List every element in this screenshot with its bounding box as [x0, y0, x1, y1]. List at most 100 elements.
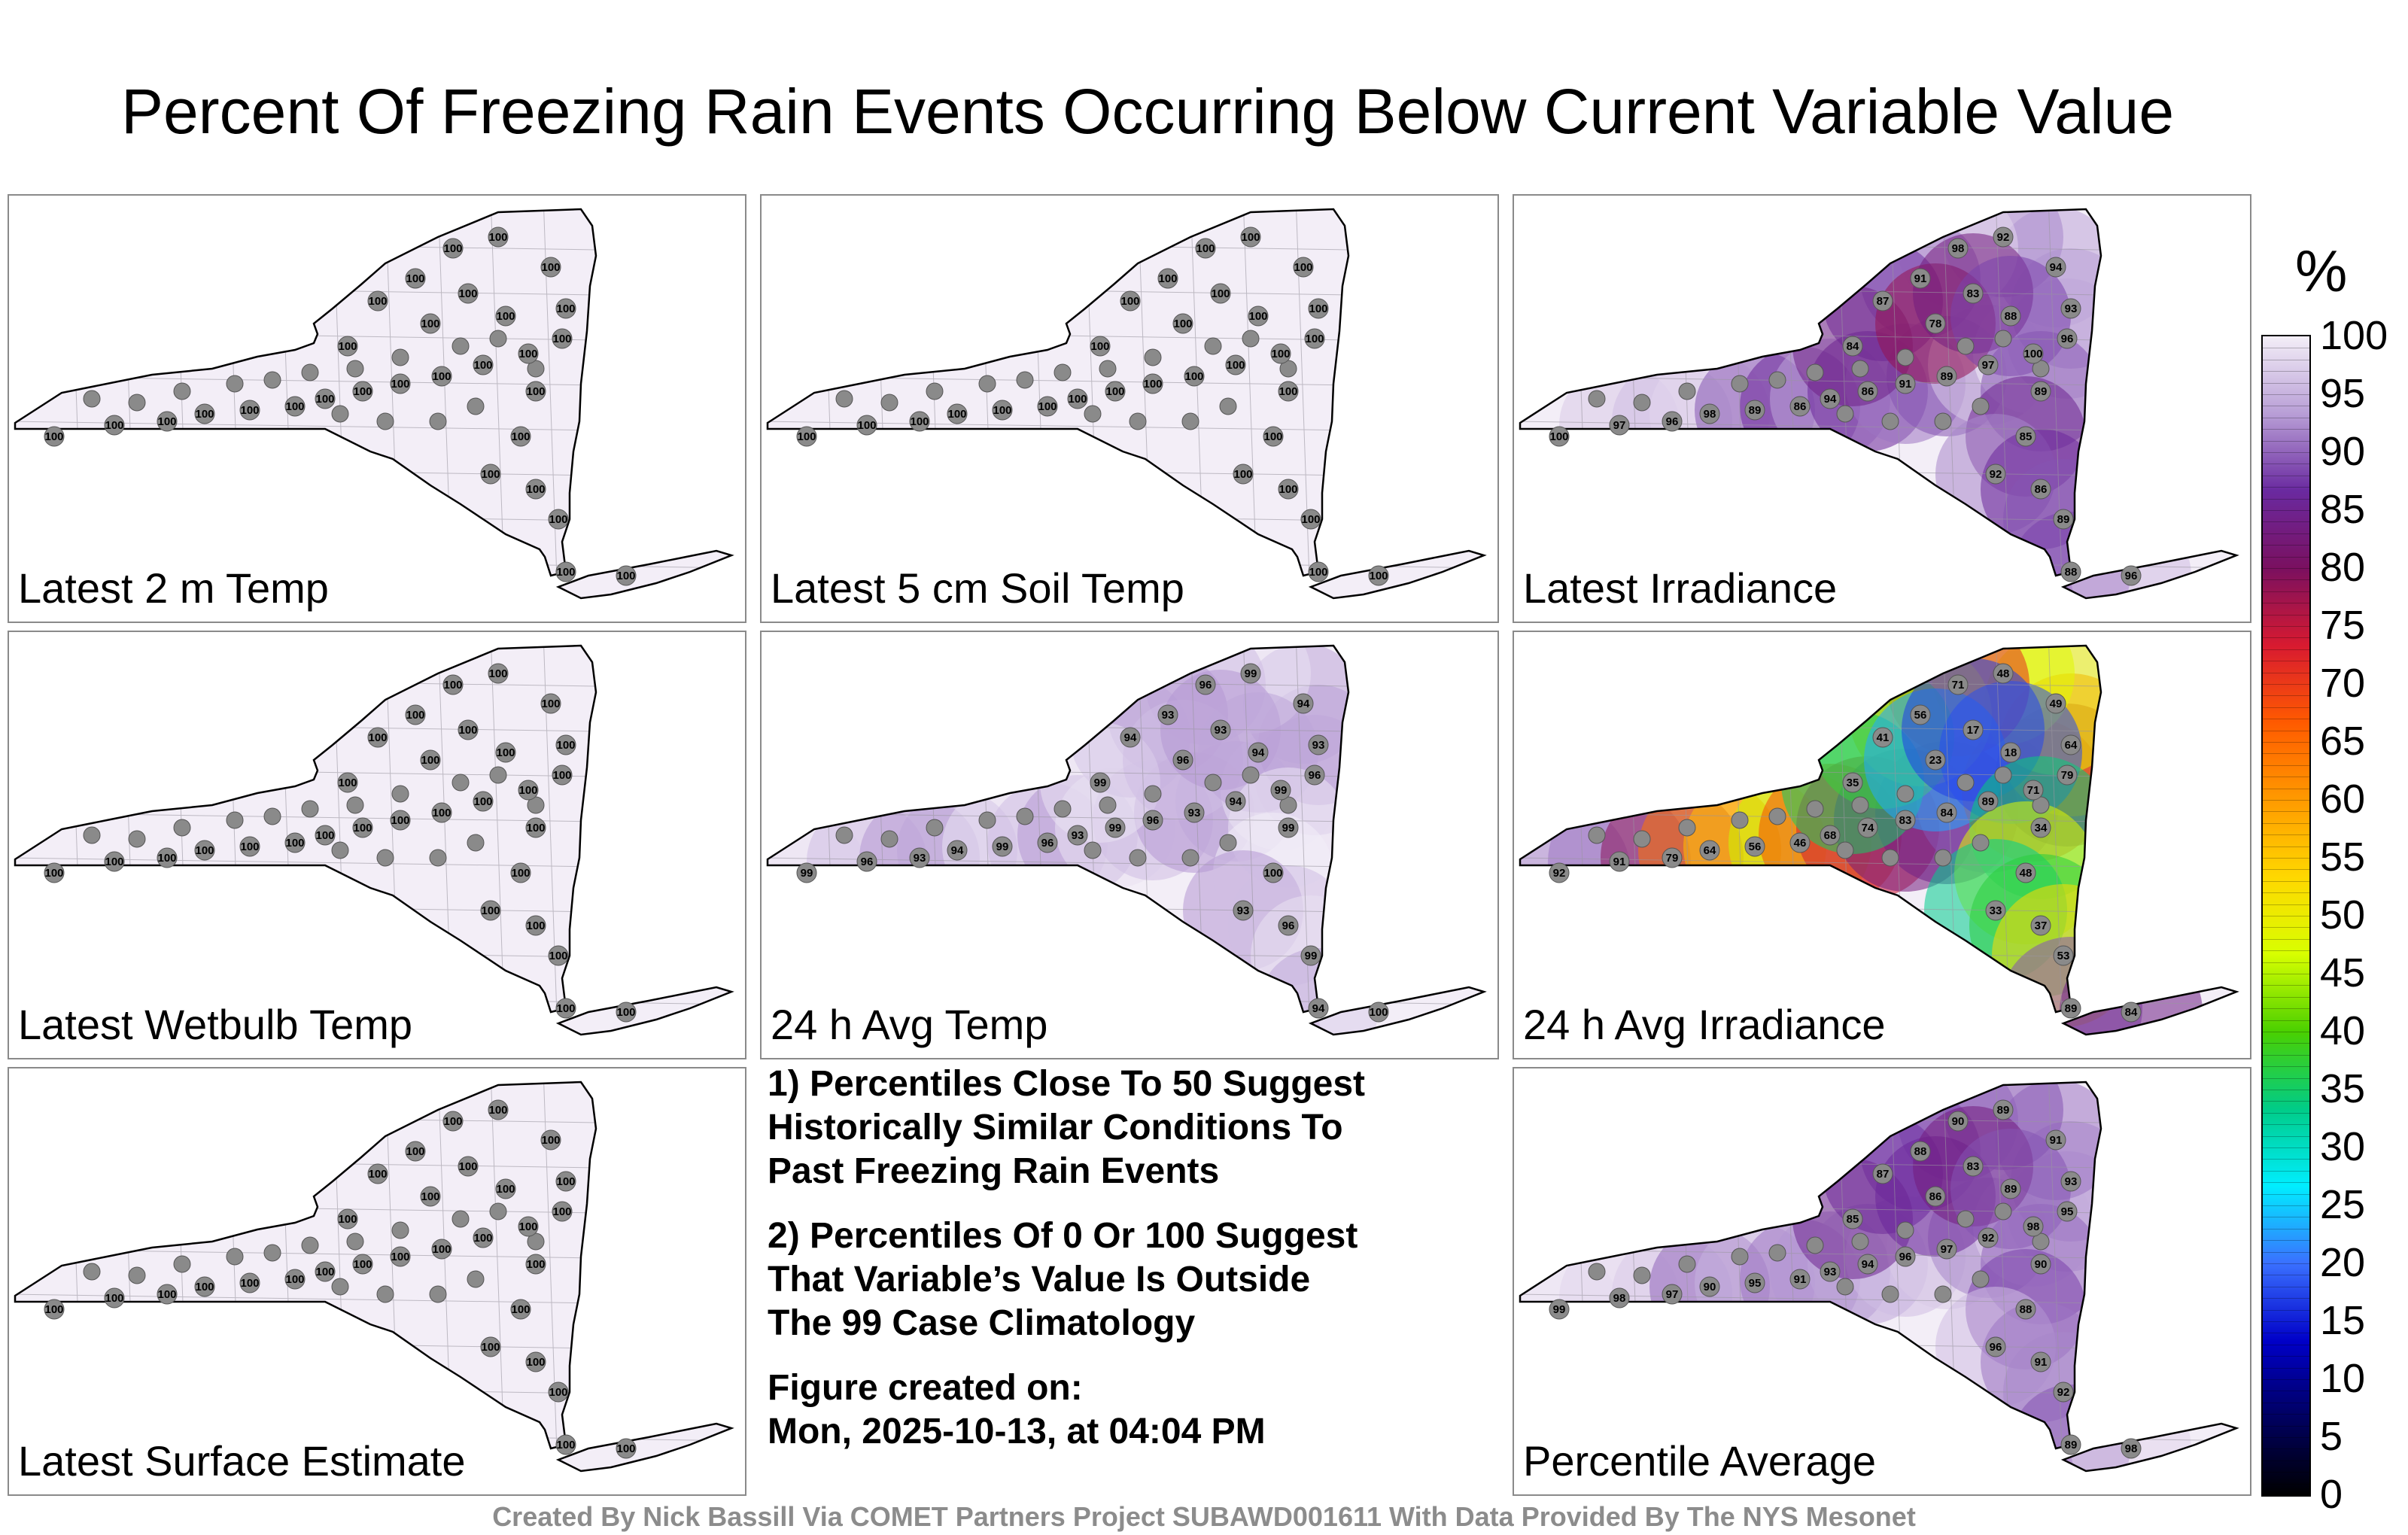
station-marker: 100	[104, 415, 125, 436]
station-value: 85	[1847, 1213, 1859, 1226]
colorbar-band-line	[2263, 1483, 2309, 1485]
station-value: 94	[1862, 1258, 1874, 1271]
station-value: 100	[406, 709, 424, 722]
colorbar-band-line	[2263, 1043, 2309, 1044]
station-marker: 100	[337, 336, 358, 357]
station-value: 100	[315, 829, 334, 842]
station-value: 56	[1914, 709, 1927, 722]
colorbar-band-line	[2263, 742, 2309, 743]
station-marker: 100	[510, 426, 531, 447]
station-value: 89	[2065, 1439, 2078, 1451]
station-value: 100	[552, 333, 571, 345]
station-value: 46	[1794, 837, 1807, 850]
station-marker: 79	[2057, 764, 2078, 786]
station-value: 100	[511, 867, 530, 880]
station-marker: 100	[157, 847, 178, 868]
station-marker	[1934, 412, 1952, 430]
station-value: 100	[285, 837, 304, 850]
station-marker: 100	[390, 810, 411, 831]
station-value: 93	[1215, 724, 1227, 737]
station-value: 96	[1041, 837, 1054, 850]
station-marker: 96	[1195, 674, 1216, 695]
station-value: 48	[1997, 667, 2010, 680]
station-value: 100	[44, 867, 63, 880]
county-line	[15, 1113, 731, 1126]
colorbar-title: %	[2295, 238, 2348, 304]
station-marker: 100	[44, 1299, 65, 1320]
station-value: 99	[996, 840, 1009, 853]
colorbar-band-line	[2263, 1193, 2309, 1195]
colorbar-tick-label: 100	[2320, 313, 2388, 358]
panel-label: Latest Irradiance	[1523, 564, 1838, 612]
station-value: 100	[421, 1190, 439, 1203]
colorbar-tick-label: 80	[2320, 545, 2366, 590]
station-marker: 100	[796, 426, 817, 447]
station-marker: 100	[488, 663, 509, 684]
colorbar-band-line	[2263, 695, 2309, 697]
station-value: 87	[1877, 295, 1890, 308]
county-line	[15, 947, 731, 960]
station-value: 99	[1109, 822, 1122, 834]
station-marker: 100	[1210, 283, 1231, 304]
station-marker: 37	[2030, 915, 2051, 936]
panel-label: Latest Wetbulb Temp	[18, 1001, 413, 1048]
station-marker: 100	[540, 1129, 561, 1150]
station-marker: 100	[194, 1276, 215, 1297]
station-marker	[226, 375, 244, 393]
station-marker: 64	[2060, 734, 2081, 755]
station-marker: 94	[1225, 791, 1246, 812]
station-marker	[346, 1233, 364, 1251]
station-marker: 99	[1105, 817, 1126, 838]
station-marker: 96	[1278, 915, 1299, 936]
station-marker: 100	[367, 727, 388, 748]
station-marker: 93	[1233, 900, 1254, 921]
station-marker: 100	[431, 802, 452, 823]
station-value: 100	[195, 844, 214, 857]
station-marker	[301, 800, 319, 818]
station-marker: 100	[518, 780, 539, 801]
station-value: 100	[458, 1160, 477, 1173]
station-marker	[1678, 1255, 1696, 1273]
station-value: 100	[1143, 378, 1162, 391]
station-marker	[331, 405, 349, 423]
colorbar-band-line	[2263, 1008, 2309, 1010]
station-value: 93	[1072, 829, 1084, 842]
station-value: 100	[526, 483, 545, 496]
station-marker: 99	[1300, 945, 1321, 966]
station-marker: 94	[947, 840, 968, 861]
station-marker: 100	[1090, 336, 1111, 357]
station-value: 100	[105, 1292, 123, 1305]
station-marker: 100	[525, 479, 546, 500]
station-value: 100	[1549, 430, 1568, 443]
county-line	[1520, 466, 2236, 479]
colorbar-band-line	[2263, 764, 2309, 766]
county-line	[15, 1384, 731, 1397]
panel-24h-avg-irradiance: 92 91 79 64 56 46 68 74 83 84 89 71 79 64 49 48 71 56 41 35…	[1513, 631, 2251, 1059]
station-value: 100	[195, 1281, 214, 1293]
colorbar-band-line	[2263, 684, 2309, 685]
station-marker	[429, 849, 447, 867]
long-island-fill	[1311, 551, 1484, 598]
station-marker: 100	[548, 945, 569, 966]
station-marker	[1768, 371, 1786, 389]
station-value: 23	[1929, 754, 1942, 767]
station-marker: 100	[616, 1438, 637, 1459]
station-marker	[1972, 397, 1990, 415]
station-value: 83	[1899, 814, 1912, 827]
station-marker: 93	[1308, 734, 1329, 755]
station-value: 100	[556, 302, 575, 315]
colorbar-band-line	[2263, 440, 2309, 442]
station-marker: 71	[1947, 674, 1969, 695]
station-marker: 100	[548, 1382, 569, 1403]
station-marker: 87	[1872, 1163, 1893, 1184]
panel-label: 24 h Avg Irradiance	[1523, 1001, 1886, 1048]
nys-map: 100 100 100 100 100 100 100 100 100 100 100 100 100 1…	[14, 644, 734, 1036]
station-marker: 96	[2121, 565, 2142, 586]
panel-label: Latest 5 cm Soil Temp	[771, 564, 1184, 612]
colorbar-band-line	[2263, 938, 2309, 940]
colorbar-band-line	[2263, 1472, 2309, 1473]
colorbar-band-line	[2263, 811, 2309, 813]
colorbar-band-line	[2263, 637, 2309, 639]
station-value: 100	[496, 310, 515, 323]
panel-latest-wetbulb-temp: 100 100 100 100 100 100 100 100 100 100 100 100 100 1…	[8, 631, 746, 1059]
